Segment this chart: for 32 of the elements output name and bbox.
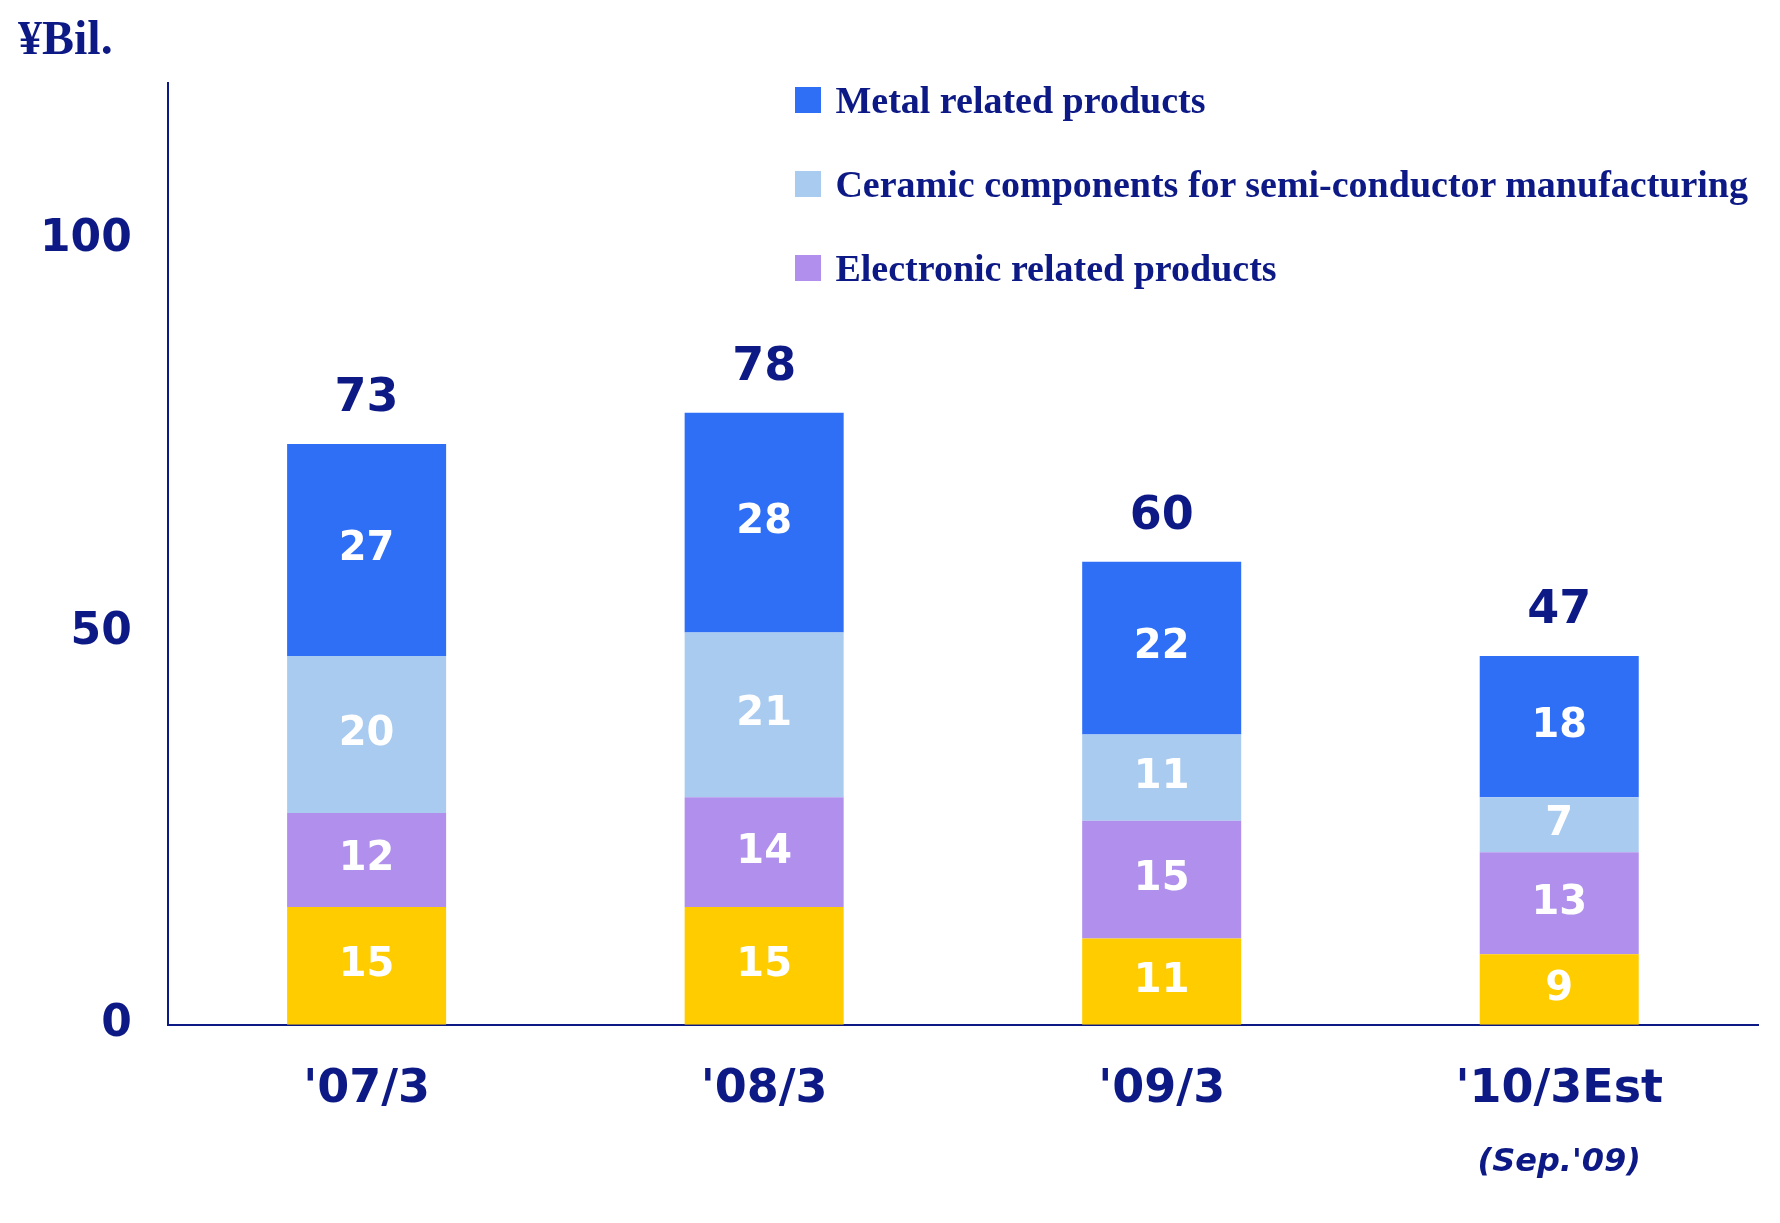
y-tick-label: 0 [101, 995, 132, 1047]
data-label: 18 [1531, 699, 1588, 746]
data-label: 22 [1133, 621, 1190, 668]
data-label: 7 [1545, 798, 1574, 845]
total-label: 73 [334, 367, 399, 422]
x-tick-label: '07/3 [303, 1059, 431, 1114]
data-label: 15 [1133, 853, 1190, 899]
y-axis-title: ¥Bil. [18, 11, 113, 65]
data-label: 14 [736, 825, 792, 872]
data-label: 12 [338, 833, 395, 880]
total-label: 47 [1527, 579, 1592, 634]
x-tick-label: '08/3 [700, 1059, 828, 1114]
total-label: 78 [732, 336, 797, 391]
x-tick-label: '10/3Est [1455, 1059, 1664, 1114]
legend-label: Ceramic components for semi-conductor manufacturing [835, 162, 1748, 206]
data-label: 11 [1133, 955, 1190, 1002]
data-label: 15 [338, 939, 395, 986]
y-tick-label: 50 [70, 602, 132, 654]
data-label: 13 [1531, 876, 1588, 923]
data-label: 9 [1545, 962, 1574, 1009]
legend-label: Metal related products [835, 78, 1206, 122]
data-label: 28 [736, 495, 792, 542]
x-tick-label: '09/3 [1098, 1059, 1226, 1114]
data-label: 11 [1133, 750, 1190, 797]
data-label: 15 [736, 939, 792, 986]
data-label: 20 [338, 707, 395, 754]
data-label: 21 [736, 688, 792, 735]
text: (Sep.'09) [1477, 1141, 1641, 1180]
data-label: 27 [338, 523, 395, 570]
legend-label: Electronic related products [835, 246, 1277, 290]
y-tick-label: 100 [39, 210, 132, 262]
total-label: 60 [1129, 485, 1194, 540]
